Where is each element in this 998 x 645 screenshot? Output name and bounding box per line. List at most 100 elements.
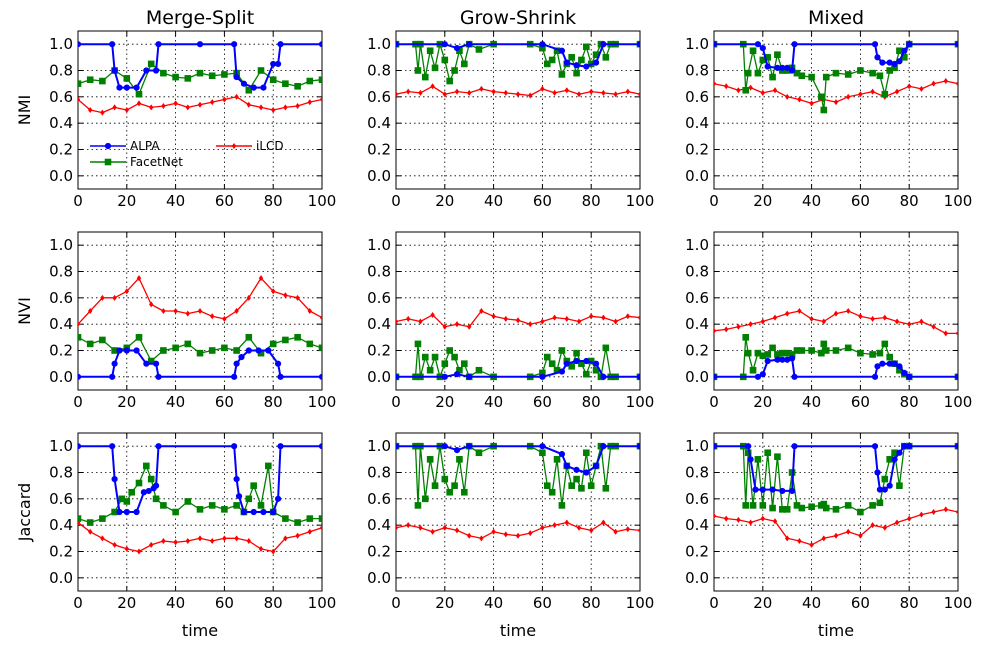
y-tick-label: 0.2	[685, 543, 709, 561]
y-tick-label: 0.0	[367, 569, 391, 587]
data-point-alpa	[466, 443, 473, 450]
data-point-facetnet	[414, 67, 422, 74]
data-point-ilcd	[173, 308, 178, 314]
data-point-alpa	[277, 41, 284, 48]
y-tick-label: 0.8	[49, 263, 73, 281]
x-tick-label: 20	[117, 393, 136, 411]
data-point-facetnet	[742, 86, 750, 94]
data-point-facetnet	[857, 67, 864, 74]
data-point-alpa	[233, 360, 240, 367]
data-point-facetnet	[869, 69, 876, 77]
data-point-alpa	[152, 360, 160, 367]
x-tick-label: 100	[308, 393, 337, 411]
data-point-alpa	[583, 469, 590, 476]
data-point-facetnet	[548, 488, 556, 496]
y-tick-label: 0.0	[49, 167, 73, 185]
data-point-alpa	[111, 67, 118, 74]
data-point-facetnet	[421, 495, 429, 503]
data-point-ilcd	[88, 308, 93, 314]
y-tick-label: 0.8	[685, 464, 709, 482]
data-point-alpa	[769, 486, 776, 493]
data-point-ilcd	[430, 528, 435, 535]
data-point-ilcd	[724, 83, 729, 90]
data-point-ilcd	[258, 275, 264, 282]
data-point-alpa	[318, 373, 322, 380]
data-point-alpa	[754, 373, 762, 380]
data-point-alpa	[779, 487, 786, 495]
data-point-facetnet	[475, 366, 483, 374]
y-tick-label: 0.2	[685, 141, 709, 159]
data-point-alpa	[453, 447, 461, 454]
data-point-alpa	[441, 443, 448, 450]
series-facetnet	[78, 60, 322, 98]
data-point-facetnet	[808, 347, 815, 354]
data-point-alpa	[791, 443, 798, 450]
data-point-alpa	[636, 41, 640, 48]
data-point-ilcd	[406, 522, 411, 529]
data-point-alpa	[636, 373, 640, 380]
data-point-ilcd	[540, 318, 545, 325]
x-tick-label: 0	[391, 393, 401, 411]
x-tick-label: 60	[851, 393, 870, 411]
series-ilcd	[396, 308, 640, 330]
data-point-ilcd	[491, 88, 496, 95]
data-point-facetnet	[886, 353, 893, 361]
data-point-ilcd	[589, 313, 594, 320]
data-point-ilcd	[149, 301, 154, 308]
data-point-ilcd	[894, 88, 900, 95]
data-point-alpa	[600, 41, 607, 48]
data-point-alpa	[714, 41, 718, 48]
data-point-facetnet	[143, 462, 150, 470]
data-point-facetnet	[881, 90, 889, 98]
data-point-facetnet	[426, 47, 434, 55]
data-point-facetnet	[822, 73, 830, 81]
y-tick-label: 0.8	[685, 62, 709, 80]
panel-nmi-mixed: 0 20 40 60 80 100 0.0 0.2 0.4 0.6 0.8 1.0	[685, 30, 973, 210]
data-point-facetnet	[844, 344, 852, 352]
data-point-facetnet	[196, 506, 204, 513]
data-point-facetnet	[475, 46, 483, 53]
data-point-alpa	[240, 508, 248, 516]
data-point-facetnet	[754, 69, 762, 77]
data-point-alpa	[539, 373, 546, 380]
panel-frame	[77, 432, 323, 592]
x-tick-label: 60	[215, 594, 234, 612]
data-point-alpa	[238, 353, 245, 361]
data-point-ilcd	[307, 99, 312, 106]
series-ilcd	[714, 78, 958, 107]
series-alpa	[396, 357, 640, 380]
data-point-alpa	[277, 373, 284, 380]
data-point-alpa	[111, 360, 118, 367]
data-point-ilcd	[943, 78, 948, 85]
panel-nmi-merge-split: 0 20 40 60 80 100 0.0 0.2 0.4 0.6 0.8 1.0	[49, 30, 336, 210]
row-label-nmi: NMI	[15, 95, 34, 126]
data-point-ilcd	[931, 323, 936, 330]
data-point-facetnet	[461, 60, 468, 68]
data-point-facetnet	[245, 86, 253, 94]
data-point-facetnet	[245, 334, 253, 341]
x-tick-label: 100	[944, 192, 973, 210]
data-point-facetnet	[282, 80, 289, 87]
data-point-ilcd	[396, 91, 399, 98]
series-ilcd	[714, 308, 958, 337]
data-point-ilcd	[724, 515, 729, 522]
data-point-ilcd	[760, 318, 765, 325]
x-tick-label: 20	[435, 594, 454, 612]
data-point-alpa	[954, 41, 958, 48]
data-point-alpa	[233, 475, 240, 483]
data-point-alpa	[906, 373, 913, 380]
data-point-facetnet	[431, 64, 439, 72]
data-point-ilcd	[406, 315, 411, 322]
x-tick-label: 0	[709, 594, 719, 612]
data-point-ilcd	[589, 527, 594, 534]
data-point-ilcd	[503, 315, 508, 322]
data-point-facetnet	[221, 506, 228, 513]
data-point-ilcd	[161, 103, 166, 110]
data-point-ilcd	[528, 530, 533, 537]
x-tick-label: 80	[264, 393, 283, 411]
data-point-facetnet	[602, 484, 610, 492]
data-point-alpa	[954, 443, 958, 450]
data-point-ilcd	[295, 532, 300, 539]
data-point-ilcd	[809, 541, 814, 548]
